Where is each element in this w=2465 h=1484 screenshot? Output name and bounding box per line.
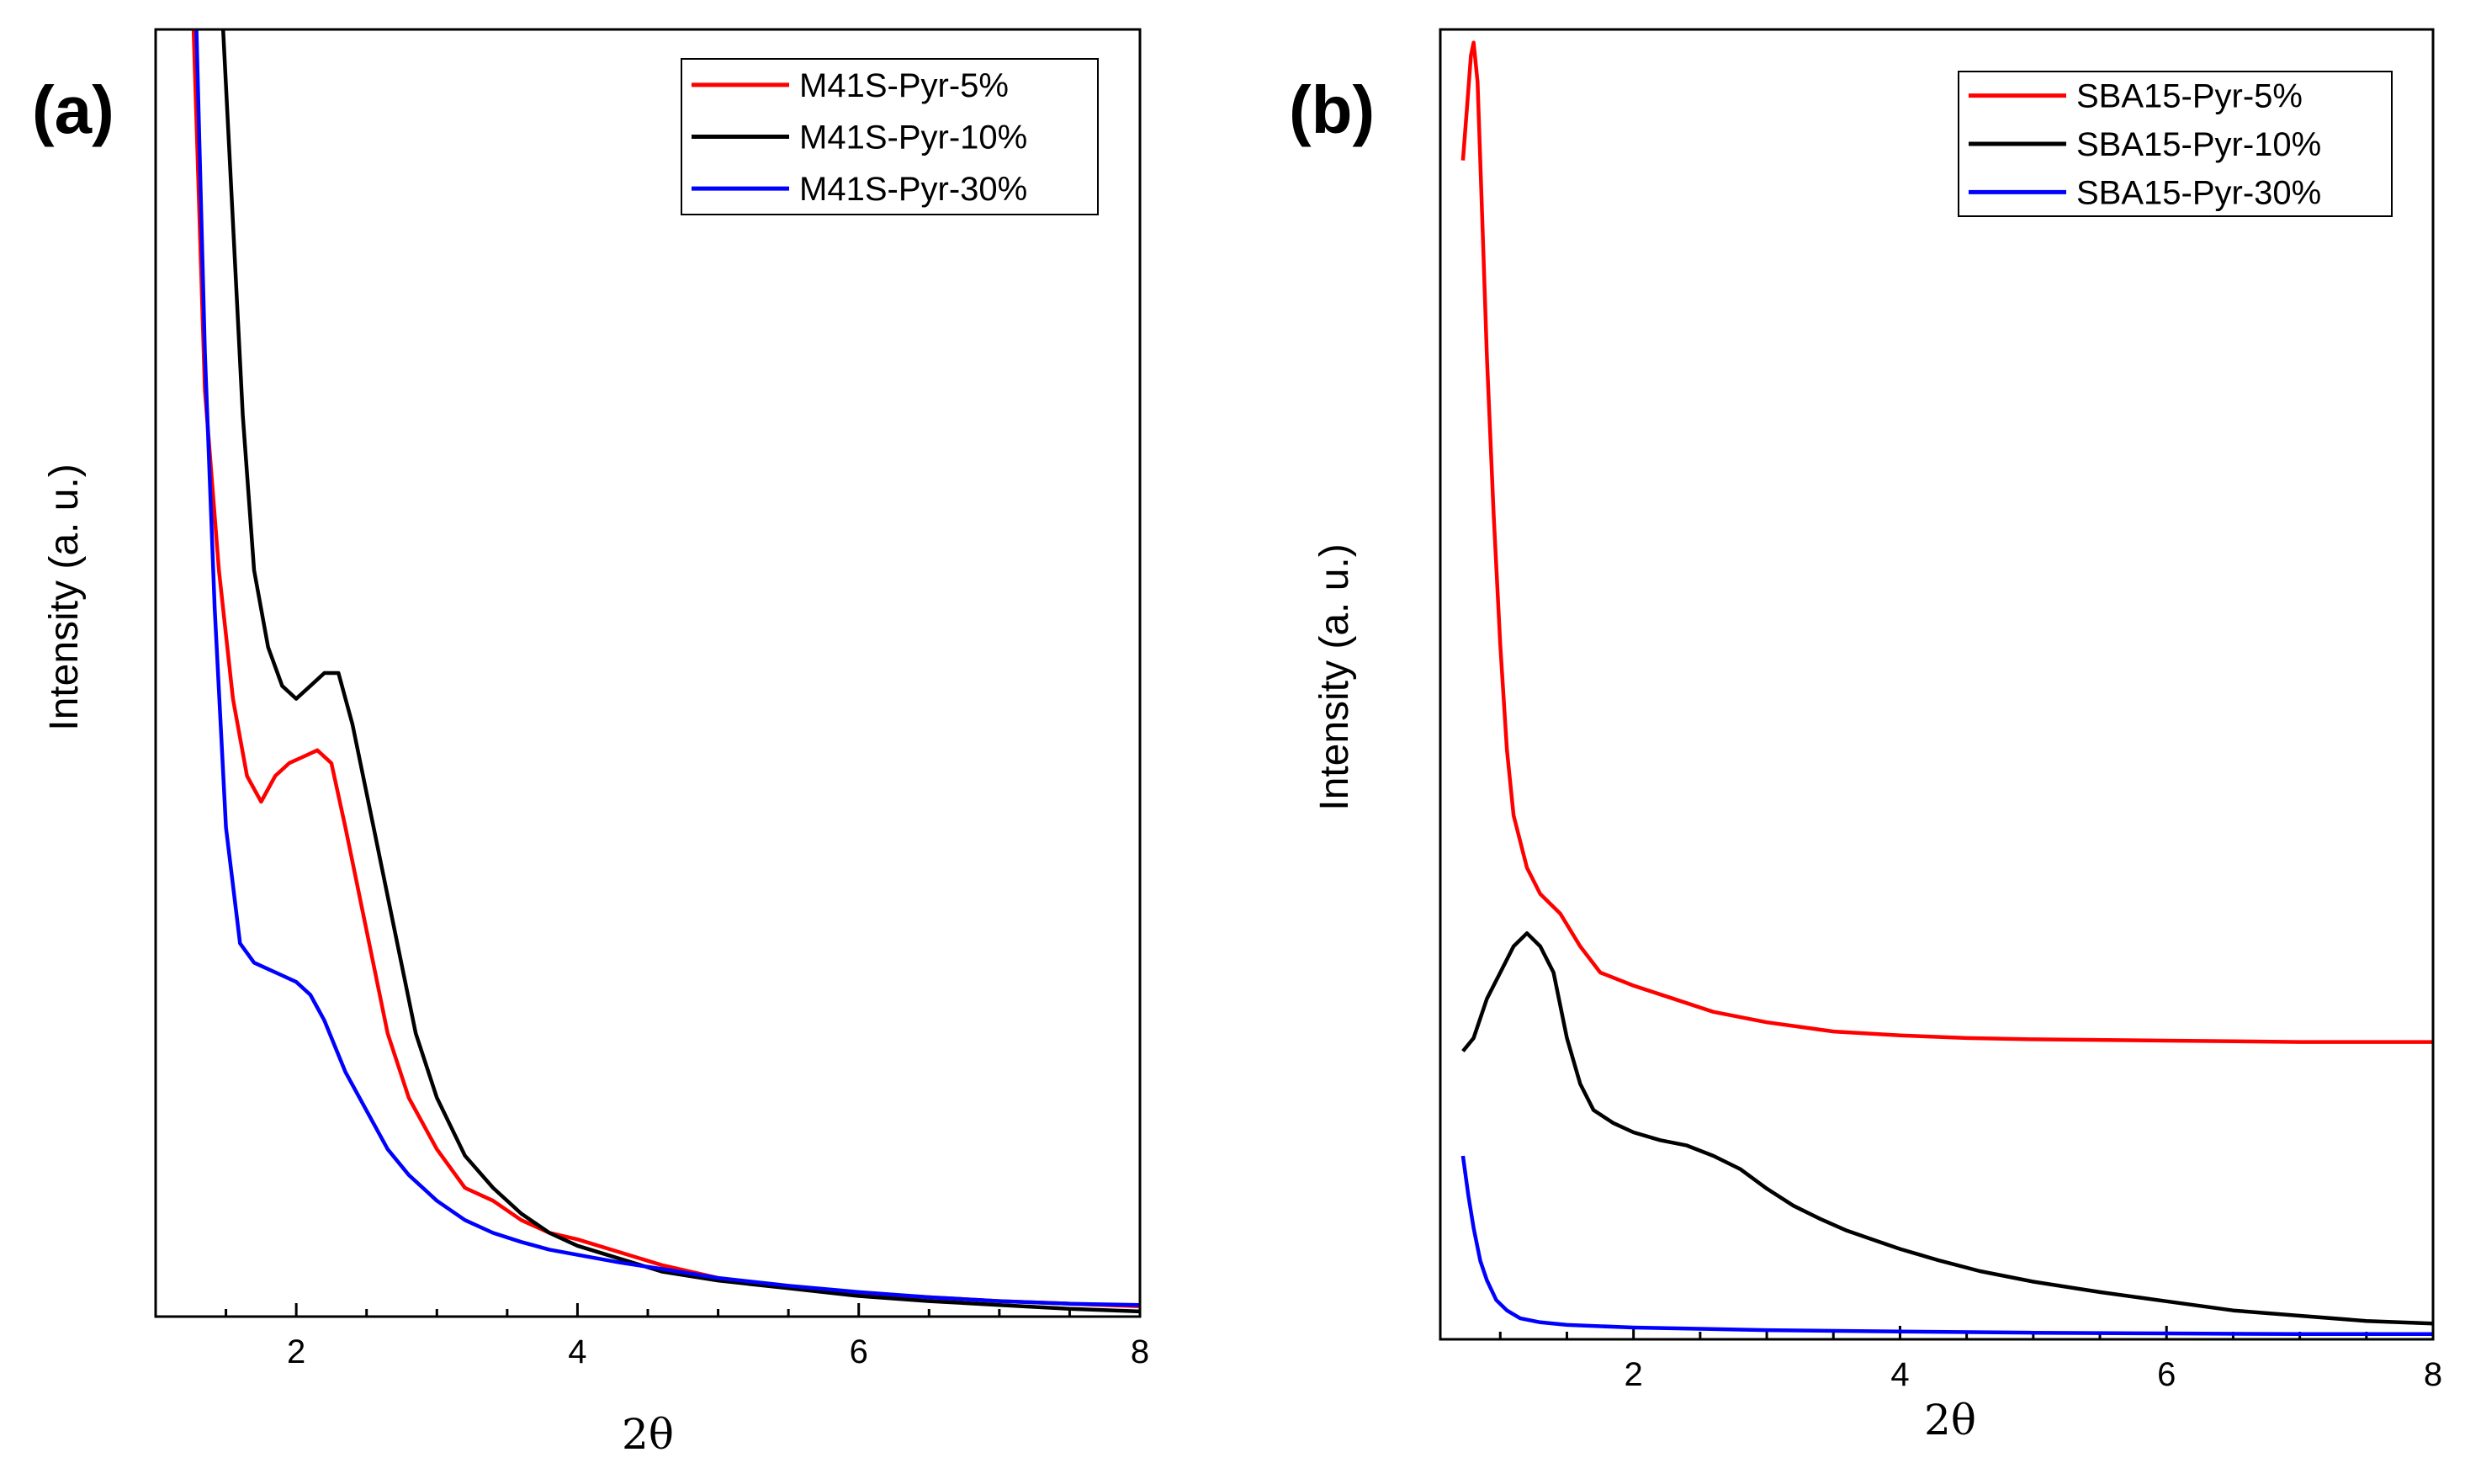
x-axis-title-b: 2θ: [1924, 1396, 1976, 1444]
plot-frame-a: [154, 28, 1142, 1318]
legend-label: M41S-Pyr-5%: [799, 67, 1009, 104]
x-axis-title-a: 2θ: [622, 1410, 674, 1459]
panel-label-a: (a): [32, 72, 114, 147]
series-clip-b: [1460, 40, 2433, 1337]
x-tick-label-b: 6: [2157, 1356, 2176, 1393]
series-line-sba15-pyr-5-: [1460, 40, 2433, 1044]
x-tick-label-b: 2: [1625, 1356, 1643, 1393]
x-tick-label-a: 6: [850, 1333, 868, 1370]
series-line-sba15-pyr-10-: [1461, 931, 2433, 1326]
legend-label: SBA15-Pyr-30%: [2076, 174, 2321, 211]
legend-label: SBA15-Pyr-5%: [2076, 78, 2303, 115]
x-tick-label-a: 8: [1131, 1333, 1149, 1370]
series-layer-b: [1460, 40, 2433, 1337]
series-line-sba15-pyr-30-: [1460, 1155, 2433, 1337]
legend-label: SBA15-Pyr-10%: [2076, 126, 2321, 163]
x-tick-label-a: 2: [287, 1333, 305, 1370]
series-clip-a: [191, 29, 1140, 1314]
panel-a: (a) Intensity (a. u.) 2θ 2 4 6 8 M41S-Pyr-5…: [32, 28, 1149, 1459]
series-line-m41s-pyr-5-: [191, 29, 1140, 1309]
legend-a: M41S-Pyr-5% M41S-Pyr-10% M41S-Pyr-30%: [681, 58, 1099, 215]
legend-b: SBA15-Pyr-5% SBA15-Pyr-10% SBA15-Pyr-30%: [1958, 71, 2393, 217]
x-tick-label-a: 4: [568, 1333, 586, 1370]
x-axis-ticks-a: 2 4 6 8: [154, 1303, 1149, 1370]
panel-b: (b) Intensity (a. u.) 2θ 2 4 6 8 SBA15-Pyr-…: [1289, 28, 2442, 1444]
panel-label-b: (b): [1289, 72, 1375, 147]
y-axis-title-a: Intensity (a. u.): [42, 464, 87, 730]
series-line-m41s-pyr-10-: [220, 29, 1140, 1314]
y-axis-title-b: Intensity (a. u.): [1312, 543, 1357, 810]
x-axis-ticks-b: 2 4 6 8: [1498, 1326, 2442, 1393]
series-layer-a: [191, 29, 1140, 1314]
series-line-m41s-pyr-30-: [194, 29, 1140, 1307]
legend-label: M41S-Pyr-30%: [799, 171, 1027, 208]
x-tick-label-b: 4: [1890, 1356, 1909, 1393]
x-tick-label-b: 8: [2424, 1356, 2442, 1393]
legend-label: M41S-Pyr-10%: [799, 119, 1027, 156]
plot-frame-b: [1439, 28, 2435, 1341]
